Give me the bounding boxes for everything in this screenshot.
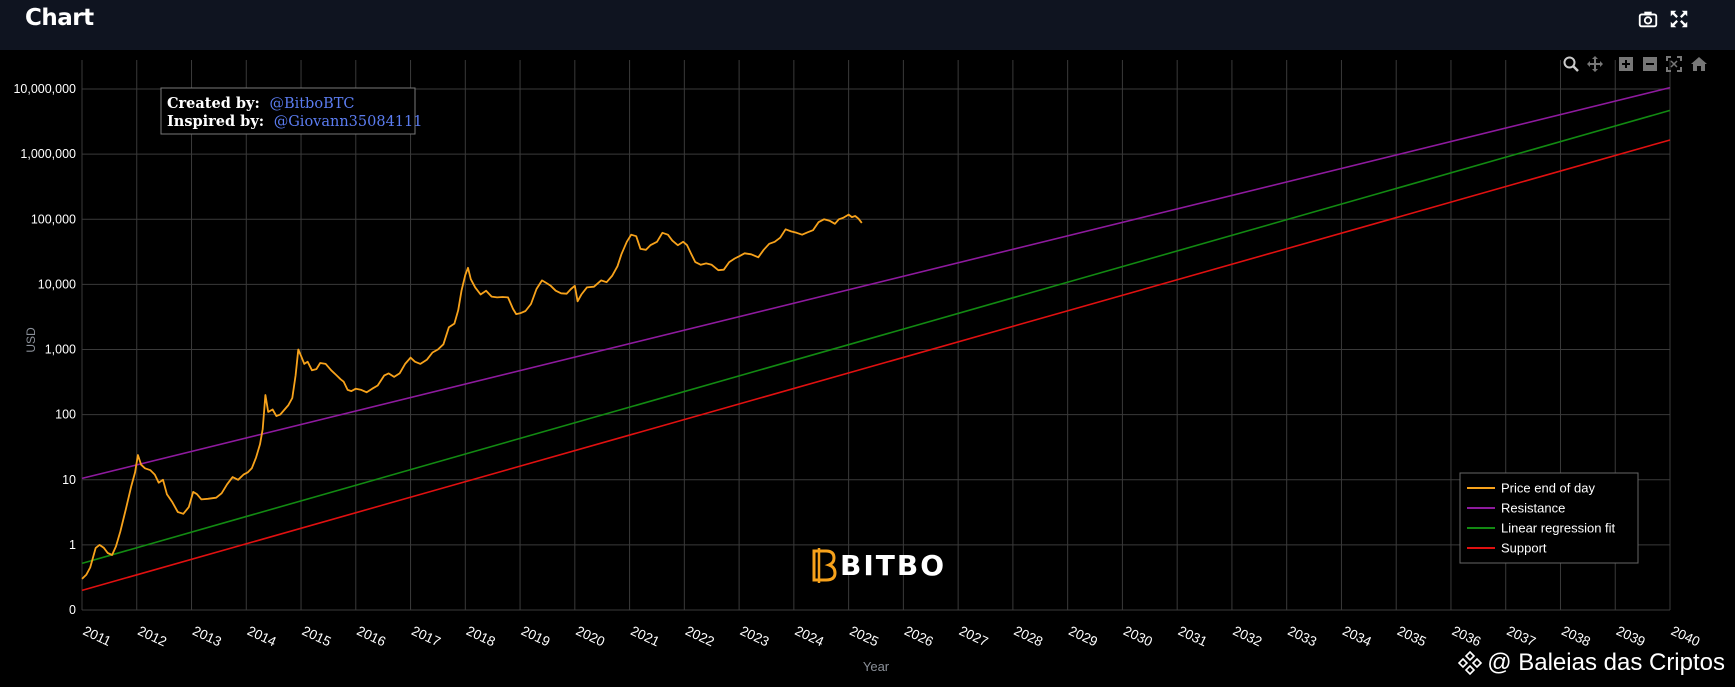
x-tick-label: 2032 <box>1231 623 1265 649</box>
autoscale-icon[interactable] <box>1665 55 1683 73</box>
x-tick-label: 2018 <box>464 623 498 649</box>
x-tick-label: 2023 <box>738 623 772 649</box>
plot-area[interactable] <box>0 50 1735 687</box>
x-tick-label: 2040 <box>1669 623 1703 649</box>
header-bar: Chart <box>0 0 1735 50</box>
x-tick-label: 2033 <box>1285 623 1319 649</box>
x-tick-label: 2016 <box>355 623 389 649</box>
credits-inspired-link[interactable]: @Giovann35084111 <box>274 114 423 130</box>
x-tick-label: 2019 <box>519 623 553 649</box>
x-tick-label: 2034 <box>1340 623 1374 649</box>
y-tick-label: 10,000,000 <box>13 82 76 96</box>
x-tick-label: 2011 <box>81 623 114 649</box>
x-tick-label: 2031 <box>1176 623 1210 649</box>
x-tick-label: 2012 <box>135 623 169 649</box>
zoom-out-icon[interactable] <box>1641 55 1659 73</box>
watermark-text: @ Baleias das Criptos <box>1487 649 1725 676</box>
x-tick-label: 2037 <box>1504 623 1538 649</box>
y-tick-label: 100 <box>55 408 76 422</box>
x-tick-label: 2038 <box>1559 623 1593 649</box>
svg-text:Created by: @BitboBTC: Created by: @BitboBTC <box>167 95 355 112</box>
x-tick-label: 2022 <box>683 623 717 649</box>
x-tick-label: 2017 <box>409 623 443 649</box>
binance-icon <box>1458 650 1483 676</box>
y-tick-label: 10 <box>62 473 76 487</box>
credits-inspired-label: Inspired by: <box>167 113 264 130</box>
camera-icon[interactable] <box>1637 8 1659 30</box>
y-axis-label: USD <box>24 327 38 353</box>
series-line-3 <box>81 139 1671 592</box>
x-axis-label: Year <box>863 659 890 674</box>
y-tick-label: 100,000 <box>31 212 76 226</box>
series-line-0 <box>81 213 863 580</box>
series-layer <box>81 86 1671 592</box>
pan-icon[interactable] <box>1586 55 1604 73</box>
x-tick-label: 2030 <box>1121 623 1155 649</box>
x-tick-label: 2029 <box>1066 623 1100 649</box>
x-tick-label: 2035 <box>1395 623 1429 649</box>
x-tick-label: 2015 <box>300 623 334 649</box>
x-tick-label: 2028 <box>1012 623 1046 649</box>
y-axis-tick-labels: 0 1 10 100 1,000 10,000 100,000 1,000,000 10,000… <box>13 82 76 617</box>
reset-axes-icon[interactable] <box>1690 55 1708 73</box>
x-tick-label: 2021 <box>628 623 662 649</box>
x-tick-label: 2025 <box>847 623 881 649</box>
legend-item-label[interactable]: Resistance <box>1501 501 1565 516</box>
watermark: @ Baleias das Criptos <box>1457 649 1725 677</box>
legend-item-label[interactable]: Linear regression fit <box>1501 521 1616 536</box>
x-tick-label: 2027 <box>957 623 991 649</box>
zoom-icon[interactable] <box>1562 55 1580 73</box>
y-tick-label: 1 <box>69 538 76 552</box>
legend: Price end of day Resistance Linear regress… <box>1459 472 1639 564</box>
zoom-in-icon[interactable] <box>1617 55 1635 73</box>
y-tick-label: 1,000 <box>45 343 76 357</box>
page-title: Chart <box>25 5 94 31</box>
y-tick-label: 1,000,000 <box>20 147 76 161</box>
series-line-2 <box>81 109 1671 565</box>
x-tick-label: 2024 <box>793 623 827 649</box>
credits-created-label: Created by: <box>167 95 260 112</box>
x-tick-label: 2013 <box>190 623 224 649</box>
y-tick-label: 10,000 <box>38 277 76 291</box>
x-tick-label: 2026 <box>902 623 936 649</box>
x-tick-label: 2020 <box>574 623 608 649</box>
credits-created-link[interactable]: @BitboBTC <box>269 96 354 112</box>
series-line-1 <box>81 86 1671 480</box>
bitbo-logo-text: BITBO <box>840 549 946 582</box>
credits-box: Created by: @BitboBTC Inspired by: @Giov… <box>160 87 423 135</box>
bitbo-logo: BITBO <box>812 548 946 583</box>
svg-text:Inspired by: @Giovann350: Inspired by: @Giovann35084111 <box>167 113 423 130</box>
x-tick-label: 2039 <box>1614 623 1648 649</box>
x-axis-tick-labels: 2011 2012 2013 2014 2015 2016 2017 2018 2019 2020… <box>81 623 1703 649</box>
x-tick-label: 2036 <box>1450 623 1484 649</box>
grid <box>81 60 1671 611</box>
y-tick-label: 0 <box>69 603 76 617</box>
x-tick-label: 2014 <box>245 623 279 649</box>
legend-item-label[interactable]: Price end of day <box>1501 481 1595 496</box>
fullscreen-icon[interactable] <box>1668 8 1690 30</box>
legend-item-label[interactable]: Support <box>1501 541 1547 556</box>
